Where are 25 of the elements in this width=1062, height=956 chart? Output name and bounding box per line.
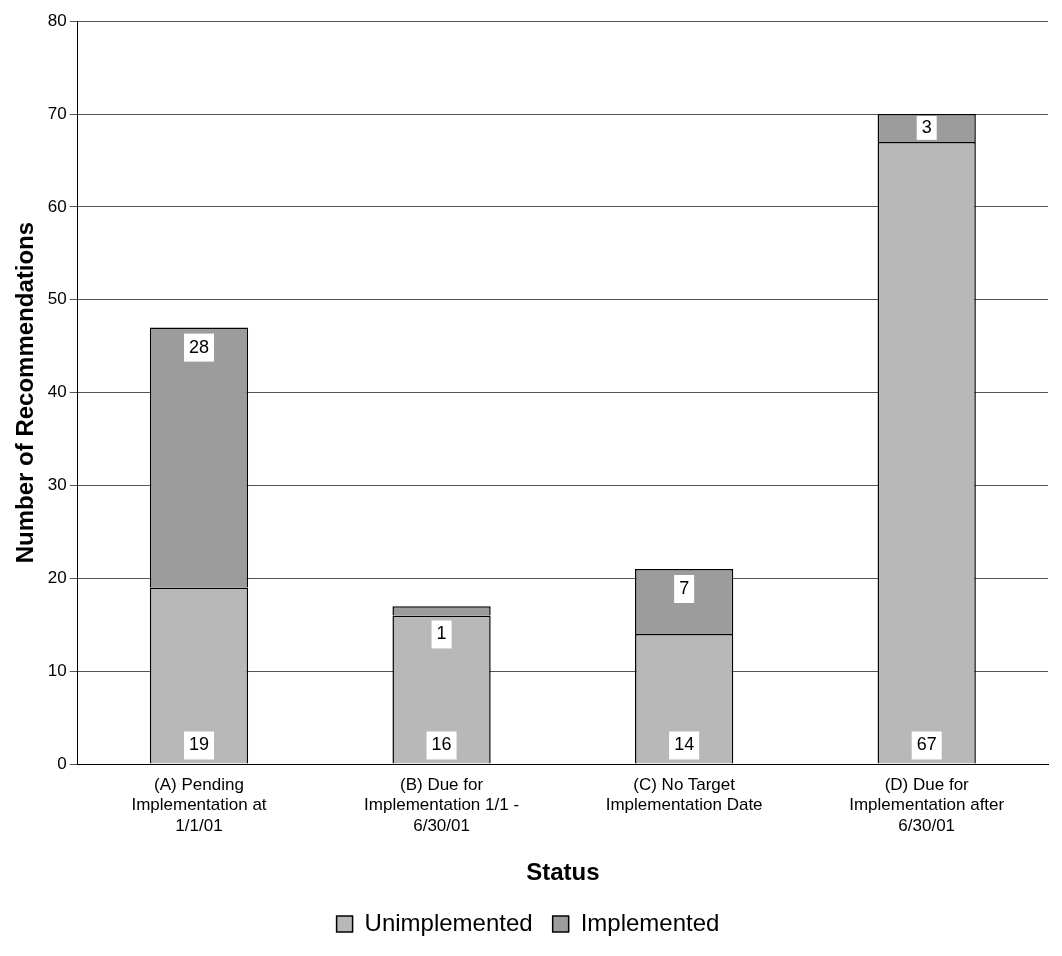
- x-tick-label: (A) Pending Implementation at 1/1/01: [131, 774, 267, 835]
- legend-label: Implemented: [580, 908, 720, 936]
- y-tick-label: 20: [47, 567, 67, 587]
- data-label: 19: [188, 734, 210, 755]
- data-label: 16: [431, 734, 452, 755]
- x-axis-title: Status: [526, 858, 600, 886]
- legend-label: Unimplemented: [364, 908, 533, 936]
- y-tick-label: 0: [57, 753, 67, 773]
- data-label: 3: [921, 116, 932, 137]
- data-label: 28: [188, 336, 210, 357]
- data-label: 7: [679, 577, 690, 598]
- x-tick-label: (B) Due for Implementation 1/1 - 6/30/01: [364, 774, 520, 835]
- y-axis-title: Number of Recommendations: [11, 221, 39, 564]
- y-tick-label: 50: [47, 289, 67, 309]
- x-tick-label: (C) No Target Implementation Date: [605, 774, 763, 815]
- y-tick-label: 80: [47, 10, 67, 30]
- data-label: 67: [916, 734, 937, 755]
- y-tick-label: 10: [47, 660, 67, 680]
- y-tick-label: 60: [47, 196, 67, 216]
- data-label: 14: [674, 734, 695, 755]
- y-tick-label: 40: [47, 382, 67, 402]
- x-tick-label: (D) Due for Implementation after 6/30/01: [849, 774, 1005, 835]
- y-tick-label: 30: [47, 475, 67, 495]
- y-tick-label: 70: [47, 103, 67, 123]
- data-label: 1: [436, 623, 447, 644]
